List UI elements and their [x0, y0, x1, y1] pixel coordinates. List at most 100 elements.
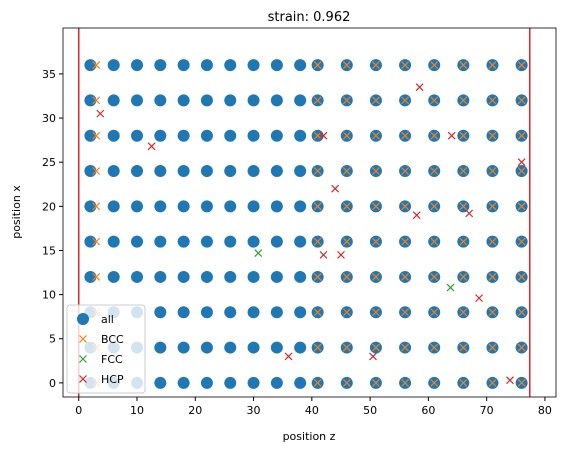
point [177, 59, 190, 72]
point [430, 202, 439, 211]
point [319, 250, 328, 259]
legend-label: FCC [101, 353, 123, 366]
point [247, 235, 260, 248]
point [342, 131, 351, 140]
point [200, 306, 213, 319]
point [177, 270, 190, 283]
point [488, 237, 497, 246]
point [131, 94, 144, 107]
point [475, 294, 484, 303]
plot-area [77, 28, 531, 397]
point [517, 131, 526, 140]
point [313, 273, 322, 281]
point [401, 343, 409, 352]
point [177, 341, 190, 354]
point [372, 378, 380, 387]
point [459, 273, 468, 281]
point [313, 308, 322, 317]
x-tick-label: 20 [188, 404, 202, 417]
y-tick-label: 15 [42, 244, 56, 257]
point [488, 96, 497, 105]
point [224, 376, 237, 389]
point [313, 343, 322, 352]
point [415, 83, 424, 92]
point [447, 131, 456, 140]
point [294, 376, 307, 389]
point [200, 235, 213, 248]
point [294, 341, 307, 354]
point [92, 167, 101, 175]
point [224, 235, 237, 248]
point [177, 94, 190, 107]
point [488, 202, 497, 211]
point [313, 378, 322, 387]
point [342, 237, 351, 246]
point [372, 96, 380, 105]
point [270, 129, 283, 142]
point [459, 343, 468, 352]
point [294, 306, 307, 319]
y-tick-label: 10 [42, 289, 56, 302]
point [294, 235, 307, 248]
series [96, 83, 526, 385]
point [107, 59, 120, 72]
point [107, 129, 120, 142]
point [247, 376, 260, 389]
legend-label: HCP [101, 373, 124, 386]
point [224, 94, 237, 107]
x-tick-label: 0 [75, 404, 82, 417]
point [430, 273, 439, 281]
point [488, 131, 497, 140]
point [517, 96, 526, 105]
point [200, 341, 213, 354]
point [84, 235, 97, 248]
point [270, 59, 283, 72]
point [92, 273, 101, 281]
point [517, 237, 526, 246]
point [247, 200, 260, 213]
point [96, 109, 105, 118]
point [342, 308, 351, 317]
point [372, 61, 380, 70]
legend-box [66, 304, 146, 394]
point [177, 235, 190, 248]
y-tick-label: 25 [42, 156, 56, 169]
point [154, 376, 167, 389]
point [270, 94, 283, 107]
point [270, 165, 283, 178]
point [224, 165, 237, 178]
point [224, 306, 237, 319]
point [154, 235, 167, 248]
point [459, 308, 468, 317]
point [517, 308, 526, 317]
point [372, 343, 380, 352]
point [488, 273, 497, 281]
point [319, 131, 328, 140]
point [92, 131, 101, 140]
point [84, 129, 97, 142]
point [131, 129, 144, 142]
x-tick-label: 60 [421, 404, 435, 417]
point [254, 249, 263, 258]
point [459, 61, 468, 70]
point [224, 270, 237, 283]
point [488, 61, 497, 70]
point [294, 200, 307, 213]
point [247, 270, 260, 283]
point [488, 378, 497, 387]
point [154, 129, 167, 142]
point [84, 270, 97, 283]
point [131, 165, 144, 178]
legend-marker [77, 313, 89, 325]
y-axis-label: position x [10, 185, 23, 239]
point [294, 59, 307, 72]
point [430, 343, 439, 352]
point [147, 142, 156, 151]
point [247, 129, 260, 142]
point [446, 283, 455, 292]
point [430, 131, 439, 140]
point [154, 94, 167, 107]
point [488, 167, 497, 175]
point [342, 378, 351, 387]
